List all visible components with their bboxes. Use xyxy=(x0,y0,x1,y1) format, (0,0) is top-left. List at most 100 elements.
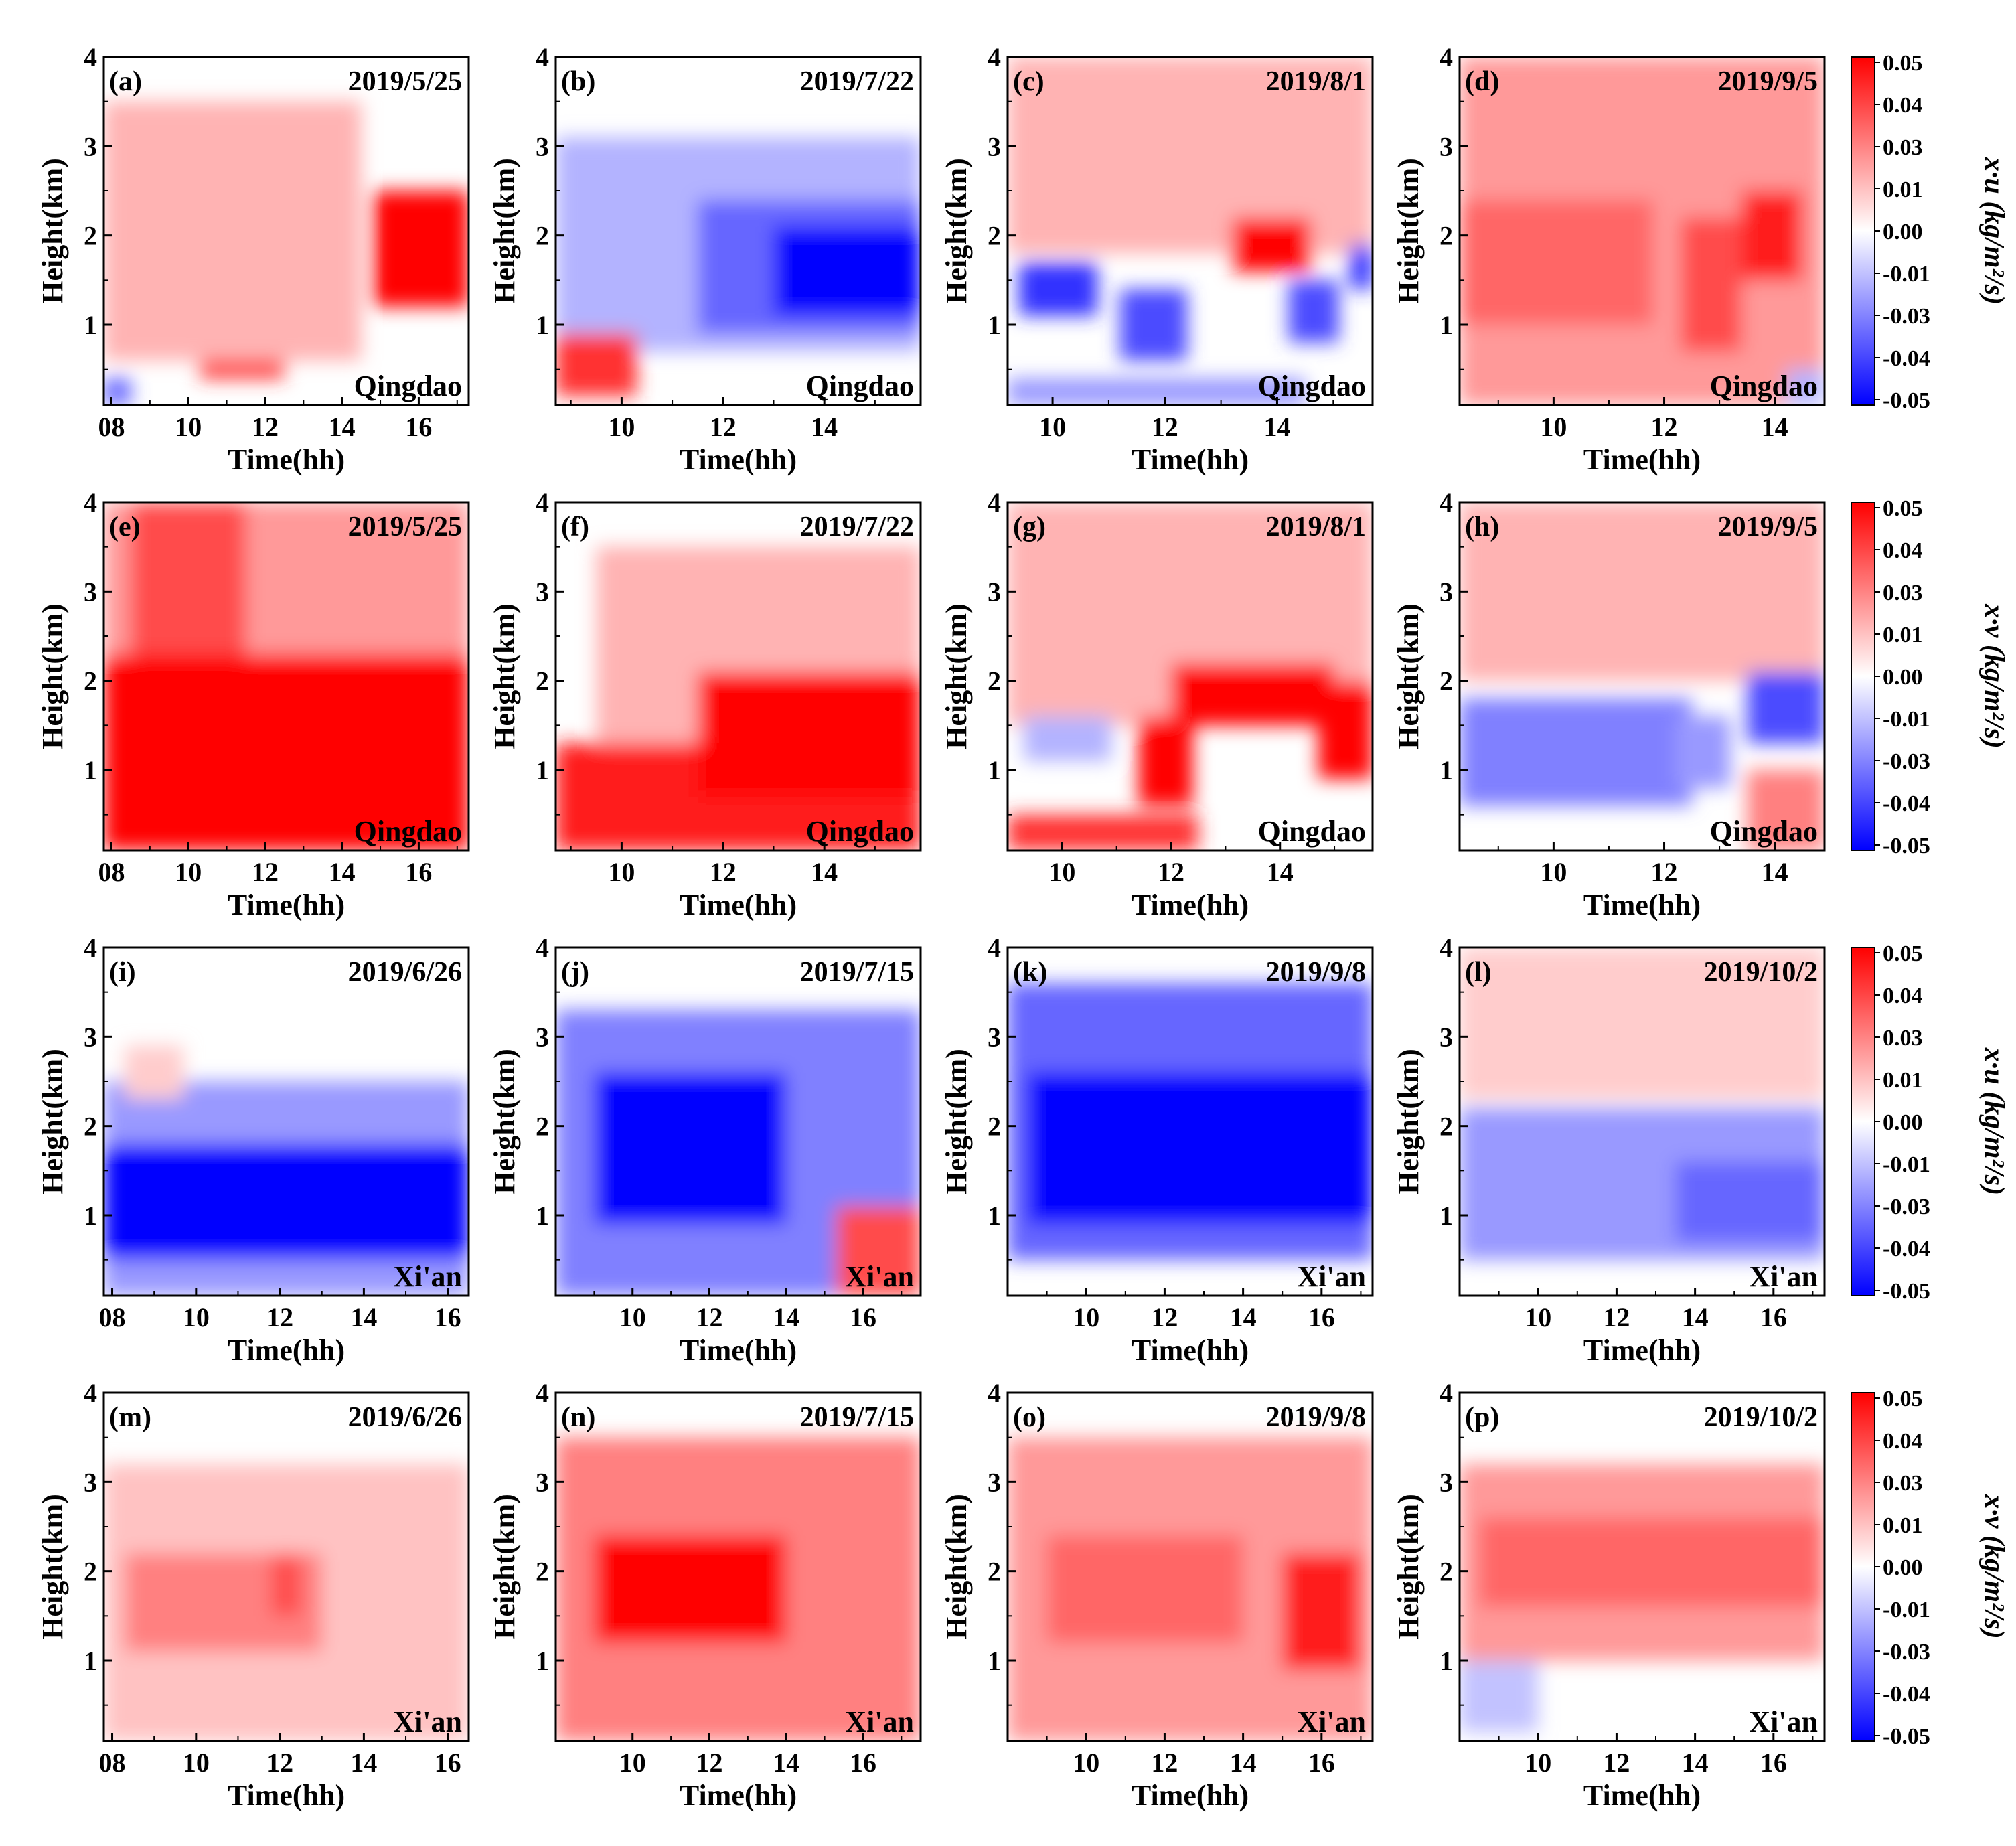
axes-frame xyxy=(1006,946,1374,1297)
colorbar-tick-label: -0.03 xyxy=(1883,1195,1930,1219)
station-label: Xi'an xyxy=(393,1260,462,1293)
x-tick-label: 08 xyxy=(98,412,125,442)
colorbar-tick-label: -0.04 xyxy=(1883,1682,1930,1707)
y-tick-label: 2 xyxy=(988,221,1001,251)
panel-letter: (a) xyxy=(109,66,142,97)
colorbar-tick-label: 0.05 xyxy=(1883,51,1923,76)
x-tick-label: 08 xyxy=(98,857,125,887)
y-axis-label: Height(km) xyxy=(488,1494,521,1640)
x-tick-label: 16 xyxy=(1760,1748,1787,1778)
y-axis-label: Height(km) xyxy=(36,1049,69,1195)
field-region xyxy=(1046,1535,1243,1643)
y-tick-label: 2 xyxy=(988,1111,1001,1142)
colorbar-tick-label: 0.04 xyxy=(1883,538,1923,563)
colorbar-tick-label: 0.00 xyxy=(1883,665,1923,690)
field-region xyxy=(1681,218,1742,352)
colorbar-tick-label: 0.01 xyxy=(1883,623,1923,647)
y-tick-label: 1 xyxy=(536,310,549,340)
y-axis-label: Height(km) xyxy=(940,603,973,749)
x-tick-label: 10 xyxy=(1039,412,1066,442)
x-tick-label: 14 xyxy=(811,857,838,887)
colorbar-tick-label: 0.04 xyxy=(1883,984,1923,1008)
colorbar-tick-label: -0.05 xyxy=(1883,388,1930,413)
y-tick-label: 2 xyxy=(1440,666,1453,696)
y-tick-label: 1 xyxy=(1440,755,1453,785)
x-tick-label: 16 xyxy=(850,1302,876,1332)
panel-date: 2019/10/2 xyxy=(1704,957,1818,988)
x-tick-label: 14 xyxy=(329,412,356,442)
x-tick-label: 16 xyxy=(1308,1748,1335,1778)
colorbar-tick-label: 0.01 xyxy=(1883,1068,1923,1093)
x-tick-label: 10 xyxy=(619,1302,646,1332)
x-tick-label: 12 xyxy=(1603,1302,1630,1332)
x-tick-label: 14 xyxy=(811,412,838,442)
panel-letter: (e) xyxy=(109,512,141,542)
panel-letter: (k) xyxy=(1013,957,1047,988)
x-tick-label: 12 xyxy=(1651,412,1678,442)
x-tick-label: 16 xyxy=(405,857,432,887)
y-tick-label: 2 xyxy=(1440,1557,1453,1587)
colorbar-label: x·v (kg/m²/s) xyxy=(1979,603,2009,749)
y-axis-label: Height(km) xyxy=(488,603,521,749)
y-tick-label: 4 xyxy=(536,42,549,72)
panel-date: 2019/8/1 xyxy=(1266,66,1366,97)
field-region xyxy=(1119,289,1188,361)
y-tick-label: 4 xyxy=(84,933,97,963)
axes-frame xyxy=(1458,946,1826,1297)
x-tick-label: 16 xyxy=(435,1302,461,1332)
x-tick-label: 12 xyxy=(1651,857,1678,887)
field-region xyxy=(372,191,469,307)
x-tick-label: 14 xyxy=(329,857,356,887)
y-tick-label: 1 xyxy=(536,1646,549,1676)
y-tick-label: 1 xyxy=(988,310,1001,340)
panel-date: 2019/5/25 xyxy=(348,512,462,542)
x-axis-label: Time(hh) xyxy=(228,889,345,921)
y-tick-label: 1 xyxy=(536,755,549,785)
y-tick-label: 1 xyxy=(84,310,97,340)
panel-letter: (f) xyxy=(561,512,589,542)
station-label: Qingdao xyxy=(1258,370,1366,402)
panel-letter: (d) xyxy=(1465,66,1499,97)
y-tick-label: 2 xyxy=(1440,1111,1453,1142)
colorbar-tick-label: 0.00 xyxy=(1883,220,1923,244)
y-tick-label: 4 xyxy=(536,1378,549,1408)
field-region xyxy=(104,653,469,850)
y-axis-label: Height(km) xyxy=(940,1049,973,1195)
y-tick-label: 4 xyxy=(1440,42,1453,72)
station-label: Qingdao xyxy=(1710,815,1818,848)
y-tick-label: 1 xyxy=(988,1201,1001,1231)
station-label: Xi'an xyxy=(845,1705,914,1738)
y-tick-label: 2 xyxy=(84,1111,97,1142)
x-tick-label: 16 xyxy=(405,412,432,442)
y-tick-label: 3 xyxy=(1440,131,1453,161)
y-tick-label: 2 xyxy=(84,666,97,696)
field-region xyxy=(1018,262,1098,316)
panel-date: 2019/8/1 xyxy=(1266,512,1366,542)
colorbar-tick-label: -0.01 xyxy=(1883,1152,1930,1177)
field-region xyxy=(1008,814,1198,850)
y-tick-label: 4 xyxy=(84,1378,97,1408)
x-tick-label: 14 xyxy=(1230,1748,1257,1778)
y-axis-label: Height(km) xyxy=(1392,1049,1425,1195)
y-axis-label: Height(km) xyxy=(1392,158,1425,304)
x-tick-label: 12 xyxy=(266,1302,293,1332)
y-axis-label: Height(km) xyxy=(36,1494,69,1640)
x-tick-label: 12 xyxy=(1151,1302,1178,1332)
y-tick-label: 1 xyxy=(1440,1201,1453,1231)
field-region xyxy=(697,672,921,797)
y-tick-label: 2 xyxy=(1440,221,1453,251)
axes-frame xyxy=(1006,501,1374,852)
panel-letter: (b) xyxy=(561,66,595,97)
y-tick-label: 4 xyxy=(988,1378,1001,1408)
x-tick-label: 10 xyxy=(1049,857,1075,887)
colorbar-tick-label: -0.05 xyxy=(1883,1724,1930,1749)
axes-frame xyxy=(102,56,470,406)
panel-date: 2019/9/5 xyxy=(1718,512,1818,542)
colorbar-label: x·u (kg/m²/s) xyxy=(1979,1047,2009,1195)
y-tick-label: 1 xyxy=(988,755,1001,785)
y-tick-label: 4 xyxy=(536,933,549,963)
x-axis-label: Time(hh) xyxy=(1132,889,1249,921)
